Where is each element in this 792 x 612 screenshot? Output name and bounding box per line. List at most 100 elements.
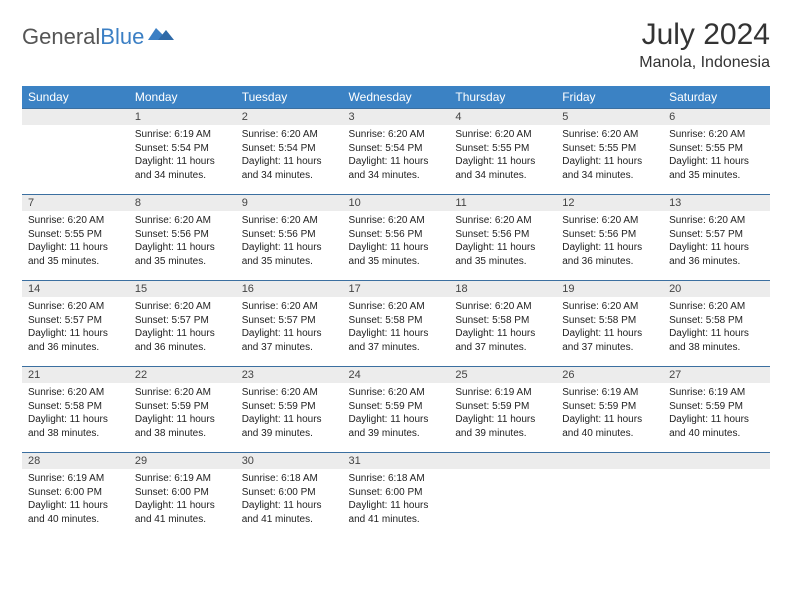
day-details: Sunrise: 6:20 AMSunset: 5:58 PMDaylight:… — [343, 297, 450, 357]
daylight-line: Daylight: 11 hours and 41 minutes. — [349, 499, 444, 526]
sunset-line: Sunset: 5:58 PM — [455, 314, 550, 328]
daylight-line: Daylight: 11 hours and 39 minutes. — [242, 413, 337, 440]
calendar-cell: 5Sunrise: 6:20 AMSunset: 5:55 PMDaylight… — [556, 108, 663, 194]
sunset-line: Sunset: 5:54 PM — [242, 142, 337, 156]
calendar-cell: 11Sunrise: 6:20 AMSunset: 5:56 PMDayligh… — [449, 194, 556, 280]
sunset-line: Sunset: 6:00 PM — [135, 486, 230, 500]
day-details: Sunrise: 6:18 AMSunset: 6:00 PMDaylight:… — [343, 469, 450, 529]
day-details: Sunrise: 6:19 AMSunset: 5:59 PMDaylight:… — [556, 383, 663, 443]
sunrise-line: Sunrise: 6:20 AM — [28, 300, 123, 314]
calendar-week: 14Sunrise: 6:20 AMSunset: 5:57 PMDayligh… — [22, 280, 770, 366]
calendar-cell: 20Sunrise: 6:20 AMSunset: 5:58 PMDayligh… — [663, 280, 770, 366]
day-details: Sunrise: 6:19 AMSunset: 5:54 PMDaylight:… — [129, 125, 236, 185]
daylight-line: Daylight: 11 hours and 34 minutes. — [242, 155, 337, 182]
daylight-line: Daylight: 11 hours and 35 minutes. — [135, 241, 230, 268]
day-number: 23 — [236, 366, 343, 383]
day-details: Sunrise: 6:20 AMSunset: 5:59 PMDaylight:… — [129, 383, 236, 443]
daylight-line: Daylight: 11 hours and 39 minutes. — [349, 413, 444, 440]
day-number-empty — [22, 108, 129, 125]
daylight-line: Daylight: 11 hours and 38 minutes. — [135, 413, 230, 440]
day-number: 11 — [449, 194, 556, 211]
sunrise-line: Sunrise: 6:20 AM — [349, 300, 444, 314]
daylight-line: Daylight: 11 hours and 34 minutes. — [562, 155, 657, 182]
daylight-line: Daylight: 11 hours and 36 minutes. — [135, 327, 230, 354]
calendar-cell: 27Sunrise: 6:19 AMSunset: 5:59 PMDayligh… — [663, 366, 770, 452]
day-number: 17 — [343, 280, 450, 297]
day-details: Sunrise: 6:20 AMSunset: 5:58 PMDaylight:… — [449, 297, 556, 357]
daylight-line: Daylight: 11 hours and 38 minutes. — [28, 413, 123, 440]
sunrise-line: Sunrise: 6:18 AM — [349, 472, 444, 486]
sunrise-line: Sunrise: 6:18 AM — [242, 472, 337, 486]
day-details: Sunrise: 6:20 AMSunset: 5:58 PMDaylight:… — [556, 297, 663, 357]
calendar-table: SundayMondayTuesdayWednesdayThursdayFrid… — [22, 86, 770, 538]
sunrise-line: Sunrise: 6:20 AM — [455, 300, 550, 314]
daylight-line: Daylight: 11 hours and 40 minutes. — [562, 413, 657, 440]
daylight-line: Daylight: 11 hours and 40 minutes. — [28, 499, 123, 526]
sunrise-line: Sunrise: 6:20 AM — [28, 386, 123, 400]
header: GeneralBlue July 2024 Manola, Indonesia — [22, 18, 770, 72]
day-details: Sunrise: 6:20 AMSunset: 5:55 PMDaylight:… — [22, 211, 129, 271]
sunset-line: Sunset: 5:59 PM — [455, 400, 550, 414]
sunrise-line: Sunrise: 6:20 AM — [135, 300, 230, 314]
daylight-line: Daylight: 11 hours and 35 minutes. — [349, 241, 444, 268]
day-details: Sunrise: 6:18 AMSunset: 6:00 PMDaylight:… — [236, 469, 343, 529]
logo-text-1: General — [22, 24, 100, 50]
sunset-line: Sunset: 5:58 PM — [669, 314, 764, 328]
calendar-cell — [556, 452, 663, 538]
calendar-cell: 2Sunrise: 6:20 AMSunset: 5:54 PMDaylight… — [236, 108, 343, 194]
day-details: Sunrise: 6:20 AMSunset: 5:55 PMDaylight:… — [663, 125, 770, 185]
day-number: 21 — [22, 366, 129, 383]
calendar-cell: 23Sunrise: 6:20 AMSunset: 5:59 PMDayligh… — [236, 366, 343, 452]
calendar-cell: 16Sunrise: 6:20 AMSunset: 5:57 PMDayligh… — [236, 280, 343, 366]
title-block: July 2024 Manola, Indonesia — [639, 18, 770, 72]
location: Manola, Indonesia — [639, 54, 770, 72]
sunset-line: Sunset: 5:57 PM — [135, 314, 230, 328]
daylight-line: Daylight: 11 hours and 41 minutes. — [135, 499, 230, 526]
sunrise-line: Sunrise: 6:20 AM — [455, 128, 550, 142]
weekday-header: Friday — [556, 86, 663, 108]
calendar-cell: 25 Sunrise: 6:19 AMSunset: 5:59 PMDayligh… — [449, 366, 556, 452]
calendar-cell: 10Sunrise: 6:20 AMSunset: 5:56 PMDayligh… — [343, 194, 450, 280]
sunrise-line: Sunrise: 6:20 AM — [349, 128, 444, 142]
day-details: Sunrise: 6:20 AMSunset: 5:56 PMDaylight:… — [129, 211, 236, 271]
weekday-header: Monday — [129, 86, 236, 108]
calendar-cell: 13Sunrise: 6:20 AMSunset: 5:57 PMDayligh… — [663, 194, 770, 280]
sunrise-line: Sunrise: 6:20 AM — [242, 214, 337, 228]
day-details: Sunrise: 6:20 AMSunset: 5:59 PMDaylight:… — [236, 383, 343, 443]
day-number: 3 — [343, 108, 450, 125]
sunset-line: Sunset: 5:55 PM — [28, 228, 123, 242]
sunset-line: Sunset: 5:57 PM — [669, 228, 764, 242]
daylight-line: Daylight: 11 hours and 35 minutes. — [455, 241, 550, 268]
sunset-line: Sunset: 5:56 PM — [455, 228, 550, 242]
day-number: 26 — [556, 366, 663, 383]
calendar-cell: 6Sunrise: 6:20 AMSunset: 5:55 PMDaylight… — [663, 108, 770, 194]
day-number: 16 — [236, 280, 343, 297]
day-number-empty — [449, 452, 556, 469]
sunset-line: Sunset: 6:00 PM — [242, 486, 337, 500]
day-details: Sunrise: 6:20 AMSunset: 5:54 PMDaylight:… — [343, 125, 450, 185]
day-number: 19 — [556, 280, 663, 297]
sunrise-line: Sunrise: 6:20 AM — [135, 214, 230, 228]
day-number-empty — [663, 452, 770, 469]
month-title: July 2024 — [639, 18, 770, 52]
day-details: Sunrise: 6:20 AMSunset: 5:56 PMDaylight:… — [343, 211, 450, 271]
day-number: 9 — [236, 194, 343, 211]
calendar-cell: 4Sunrise: 6:20 AMSunset: 5:55 PMDaylight… — [449, 108, 556, 194]
sunrise-line: Sunrise: 6:19 AM — [455, 386, 550, 400]
sunset-line: Sunset: 5:59 PM — [349, 400, 444, 414]
logo: GeneralBlue — [22, 24, 174, 50]
day-number: 25 — [449, 366, 556, 383]
day-details: Sunrise: 6:20 AMSunset: 5:56 PMDaylight:… — [449, 211, 556, 271]
day-number: 1 — [129, 108, 236, 125]
calendar-cell: 24Sunrise: 6:20 AMSunset: 5:59 PMDayligh… — [343, 366, 450, 452]
sunrise-line: Sunrise: 6:20 AM — [135, 386, 230, 400]
day-number: 20 — [663, 280, 770, 297]
sunrise-line: Sunrise: 6:19 AM — [669, 386, 764, 400]
calendar-cell: 18Sunrise: 6:20 AMSunset: 5:58 PMDayligh… — [449, 280, 556, 366]
daylight-line: Daylight: 11 hours and 39 minutes. — [455, 413, 550, 440]
logo-icon — [148, 24, 174, 42]
day-number: 14 — [22, 280, 129, 297]
sunrise-line: Sunrise: 6:20 AM — [562, 300, 657, 314]
calendar-page: GeneralBlue July 2024 Manola, Indonesia … — [0, 0, 792, 556]
sunset-line: Sunset: 5:55 PM — [562, 142, 657, 156]
